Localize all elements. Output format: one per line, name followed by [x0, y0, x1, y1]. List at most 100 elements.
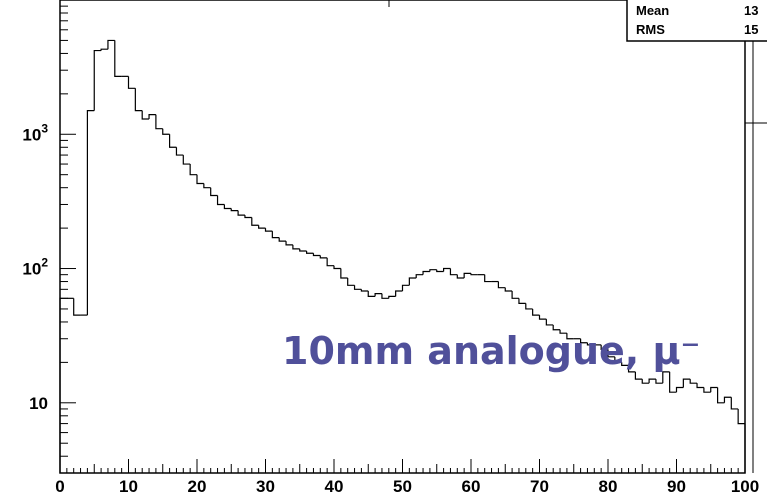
histogram-bin: [381, 293, 389, 299]
histogram-bin: [251, 217, 259, 226]
histogram-bin: [155, 114, 163, 130]
histogram-bin: [511, 291, 519, 299]
stats-mean-value: 13: [744, 3, 758, 18]
histogram-bin: [306, 251, 314, 254]
histogram-bin: [449, 268, 458, 276]
histogram-bin: [634, 371, 643, 380]
histogram-bin: [395, 290, 403, 297]
histogram-bin: [538, 315, 547, 320]
histogram-bin: [258, 225, 266, 229]
histogram-bin: [134, 88, 143, 112]
histogram-bin: [580, 338, 588, 344]
histogram-bin: [353, 285, 362, 290]
histogram-bin: [107, 39, 115, 50]
histogram-bin: [196, 174, 204, 185]
histogram-bin: [86, 110, 95, 316]
stats-mean-label: Mean: [636, 3, 669, 18]
histogram-bins: [59, 39, 746, 473]
x-tick-label: 90: [667, 477, 686, 496]
histogram-bin: [689, 379, 698, 384]
histogram-bin: [627, 365, 636, 373]
plot-frame: [59, 0, 746, 474]
histogram-bin: [614, 356, 622, 363]
histogram-bin: [429, 269, 437, 272]
x-tick-label: 80: [599, 477, 618, 496]
annotation-text: 10mm analogue, μ⁻: [282, 329, 700, 373]
y-tick-label: 102: [22, 256, 48, 279]
histogram-bin: [347, 278, 355, 286]
histogram-bin: [703, 387, 711, 393]
histogram-bin: [696, 383, 704, 389]
stats-rms-value: 15: [744, 22, 758, 37]
histogram-bin: [710, 386, 718, 393]
histogram-bin: [312, 253, 321, 257]
histogram-bin: [737, 408, 745, 425]
histogram-bin: [292, 244, 300, 250]
histogram-bin: [203, 183, 211, 189]
histogram-bin: [388, 295, 396, 299]
histogram-bin: [319, 255, 328, 259]
histogram-bin: [264, 228, 273, 232]
histogram-bin: [463, 272, 471, 279]
histogram-bin: [216, 195, 225, 206]
histogram-bin: [401, 284, 410, 292]
histogram-bin: [525, 303, 533, 310]
histogram-bin: [723, 396, 732, 403]
histogram-bin: [518, 298, 526, 304]
x-tick-label: 70: [530, 477, 549, 496]
histogram-bin: [210, 187, 218, 197]
histogram-bin: [340, 268, 348, 279]
histogram-bin: [127, 76, 136, 89]
x-tick-label: 0: [55, 477, 64, 496]
stats-rms-label: RMS: [636, 22, 665, 37]
x-tick-label: 10: [119, 477, 138, 496]
histogram-bin: [73, 298, 81, 316]
histogram-bin: [114, 40, 122, 77]
histogram-bin: [285, 241, 293, 246]
histogram-bin: [682, 378, 691, 388]
histogram-bin: [545, 319, 554, 326]
histogram-bin: [244, 215, 252, 219]
histogram-bin: [415, 274, 424, 279]
x-tick-label: 60: [462, 477, 481, 496]
histogram-bin: [669, 371, 677, 393]
stats-box: Mean 13 RMS 15: [626, 0, 767, 42]
histogram-bin: [141, 110, 150, 120]
y-tick-label: 103: [22, 121, 48, 144]
histogram-bin: [443, 267, 451, 272]
histogram-bin: [675, 386, 684, 393]
histogram-bin: [162, 128, 170, 135]
histogram-bin: [93, 49, 102, 111]
histogram-bin: [456, 274, 465, 279]
histogram-bin: [182, 155, 191, 165]
x-tick-label: 100: [731, 477, 759, 496]
stats-box-frame: [626, 0, 767, 42]
histogram-bin: [278, 237, 287, 242]
histogram-bin: [470, 273, 478, 276]
histogram-bin: [552, 324, 561, 331]
y-tick-label: 10: [29, 394, 48, 413]
histogram-bin: [374, 293, 382, 297]
histogram-bin: [230, 208, 239, 212]
histogram-bin: [566, 333, 574, 340]
histogram-bin: [607, 349, 615, 358]
histogram-bin: [730, 397, 739, 410]
histogram-bin: [532, 308, 540, 316]
histogram-bin: [333, 265, 341, 270]
histogram-bin: [367, 291, 376, 298]
x-tick-label: 50: [393, 477, 412, 496]
histogram-bin: [662, 371, 670, 384]
histogram-bin: [648, 378, 656, 384]
histogram-bin: [641, 379, 650, 384]
histogram-bin: [299, 248, 307, 252]
histogram-bin: [237, 210, 245, 216]
histogram-bin: [59, 297, 67, 473]
histogram-bin: [326, 257, 334, 267]
histogram-bin: [655, 379, 663, 384]
histogram-bin: [484, 274, 492, 283]
histogram-bin: [504, 287, 513, 292]
histogram-bin: [422, 270, 430, 275]
x-tick-label: 40: [325, 477, 344, 496]
histogram-bin: [559, 329, 567, 334]
